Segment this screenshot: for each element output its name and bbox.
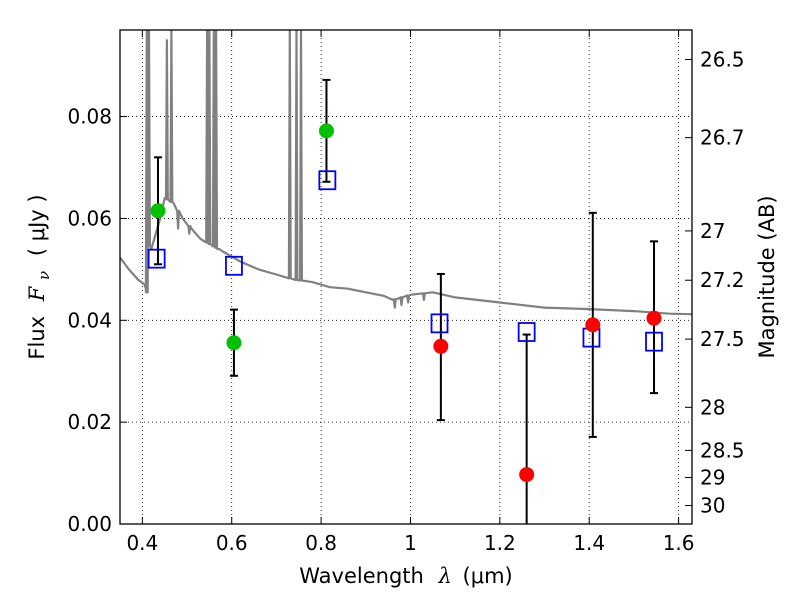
model-sed-line: [120, 30, 692, 316]
y-tick-label: 0.04: [67, 308, 112, 332]
y-axis-label-symbol: F: [25, 285, 49, 302]
x-tick-label: 1: [404, 531, 417, 555]
y-axis-label-subscript: ν: [35, 271, 53, 280]
x-axis-label-symbol: λ: [438, 564, 452, 588]
y2-tick-label: 28.5: [700, 438, 745, 462]
y-axis-label-text: Flux: [25, 316, 49, 360]
nondetection-marker: [519, 467, 535, 483]
y-axis-label: Flux F ν ( μJy ): [25, 194, 54, 359]
y-axis-label-unit: ( μJy ): [25, 194, 49, 256]
y2-tick-label: 28: [700, 395, 725, 419]
model-photometry-marker: [147, 248, 166, 269]
y2-tick-label: 29: [700, 466, 725, 490]
x-tick-label: 0.8: [305, 531, 337, 555]
x-tick-label: 1.2: [484, 531, 516, 555]
y2-tick-label: 30: [700, 494, 725, 518]
y2-tick-label: 26.7: [700, 126, 745, 150]
x-tick-label: 0.4: [126, 531, 158, 555]
x-axis-label-unit: (μm): [463, 564, 513, 588]
x-tick-label: 0.6: [216, 531, 248, 555]
model-photometry-marker: [430, 313, 449, 334]
x-axis-label: Wavelength λ (μm): [299, 564, 512, 588]
plot-frame: [119, 29, 693, 525]
y2-tick-label: 27.5: [700, 327, 745, 351]
model-photometry-marker: [517, 322, 536, 342]
y2-tick-label: 26.5: [700, 48, 745, 72]
detection-marker: [226, 335, 242, 351]
x-tick-label: 1.6: [663, 531, 695, 555]
plot-area: [120, 30, 692, 524]
y-tick-label: 0.06: [67, 206, 112, 230]
nondetection-marker: [646, 310, 662, 326]
x-tick-label: 1.4: [573, 531, 605, 555]
y2-axis-label: Magnitude (AB): [755, 195, 779, 358]
detection-marker: [318, 123, 334, 139]
nondetection-marker: [585, 317, 601, 333]
y-tick-label: 0.02: [67, 410, 112, 434]
axis-ticks: 0.4 0.6 0.8 1 1.2 1.4 1.6 0.00 0.02 0.04 0.06 0.08 2…: [67, 30, 745, 555]
x-axis-label-text: Wavelength: [299, 564, 424, 588]
y-tick-label: 0.00: [67, 512, 112, 536]
nondetection-marker: [433, 338, 449, 354]
y2-tick-label: 27.2: [700, 268, 745, 292]
y-tick-label: 0.08: [67, 105, 112, 129]
model-photometry-marker: [645, 331, 663, 352]
model-photometry-marker: [225, 255, 243, 276]
detection-marker: [150, 203, 166, 219]
y2-tick-label: 27: [700, 219, 725, 243]
model-photometry-marker: [318, 170, 337, 191]
